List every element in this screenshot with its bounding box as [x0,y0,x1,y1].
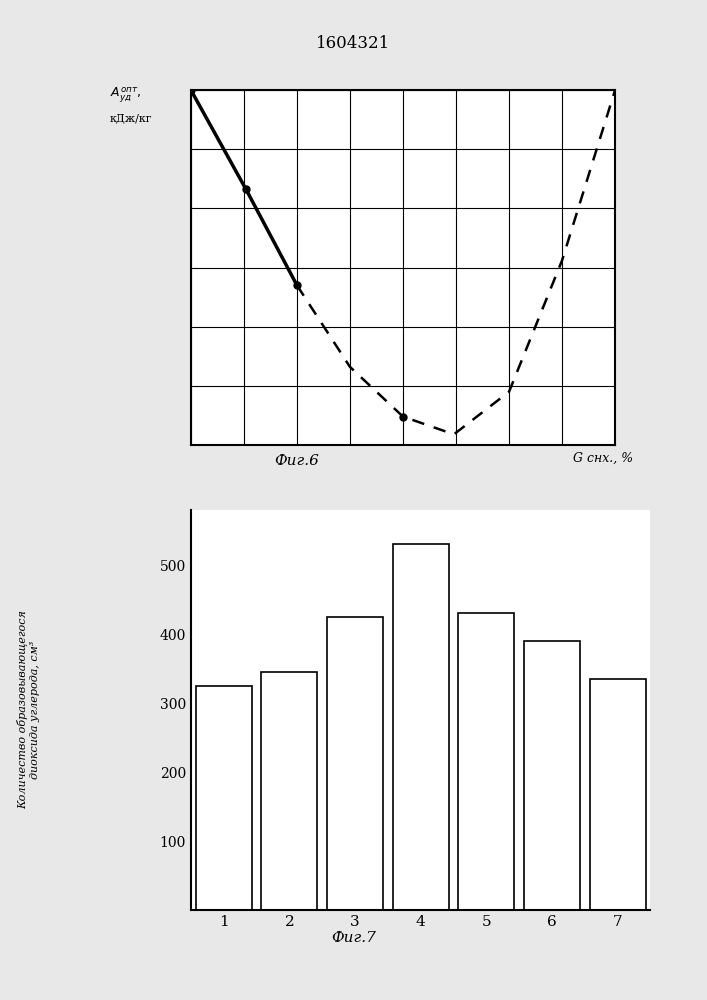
Text: Количество образовывающегося
диоксида углерода, см³: Количество образовывающегося диоксида уг… [17,611,40,809]
Bar [590,679,645,910]
Bar [327,617,383,910]
Bar [262,672,317,910]
Bar [524,641,580,910]
Text: Фиг.7: Фиг.7 [331,931,376,945]
Text: $A^{опт}_{уд},$: $A^{опт}_{уд},$ [110,85,141,105]
Bar [458,613,514,910]
Text: Фиг.6: Фиг.6 [274,454,320,468]
Text: 1604321: 1604321 [316,35,391,52]
Text: G снх., %: G снх., % [573,452,633,465]
Bar [196,686,252,910]
Text: кДж/кг: кДж/кг [110,113,152,123]
Bar [393,544,448,910]
